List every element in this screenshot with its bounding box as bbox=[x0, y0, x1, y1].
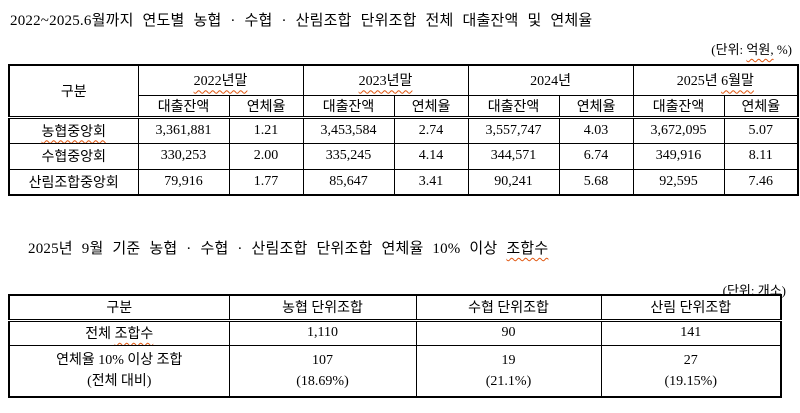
subheader-overdue-2022: 연체율 bbox=[228, 94, 304, 119]
value-cell: 6.74 bbox=[558, 142, 634, 170]
unit1-pre: (단위: bbox=[711, 42, 747, 57]
value-cell: 2.74 bbox=[393, 116, 469, 144]
subheader-overdue-2023: 연체율 bbox=[393, 94, 469, 119]
year-header-2023: 2023년말 bbox=[302, 64, 469, 96]
corner-header-cell: 구분 bbox=[8, 64, 139, 119]
value-cell: 1.21 bbox=[228, 116, 304, 144]
section1-title: 2022~2025.6월까지 연도별 농협 · 수협 · 산림조합 단위조합 전… bbox=[10, 9, 592, 30]
value-cell: 5.68 bbox=[558, 168, 634, 196]
row-label-pre: 산림조합중앙회 bbox=[28, 175, 119, 191]
year-header-2024: 2024년 bbox=[467, 64, 634, 96]
value-cell: 3.41 bbox=[393, 168, 469, 196]
section2-title: 2025년 9월 기준 농협 · 수협 · 산림조합 단위조합 연체율 10% … bbox=[28, 237, 548, 258]
overdue-count: 19 bbox=[501, 352, 516, 368]
value-cell: 27 (19.15%) bbox=[600, 344, 782, 398]
value-cell: 90 bbox=[415, 319, 602, 346]
year-header-2022: 2022년말 bbox=[137, 64, 304, 96]
row-label-misspell: 농협중앙회 bbox=[41, 124, 106, 140]
header-gubun: 구분 bbox=[8, 294, 230, 322]
value-cell: 4.14 bbox=[393, 142, 469, 170]
year-2024-pre: 2024년 bbox=[530, 74, 571, 90]
overdue-count: 107 bbox=[312, 352, 333, 368]
header-nonghyup-units: 농협 단위조합 bbox=[228, 294, 417, 322]
corner-header-label: 구분 bbox=[60, 84, 87, 100]
table-row-nonghyup: 농협중앙회 3,361,881 1.21 3,453,584 2.74 3,55… bbox=[8, 116, 799, 144]
row-label-misspell: 조합수 bbox=[114, 327, 154, 342]
value-cell: 344,571 bbox=[467, 142, 560, 170]
row-label-suhyup: 수협중앙회 bbox=[8, 142, 139, 170]
unit1-misspelled-word: 억원, bbox=[746, 42, 774, 57]
value-cell: 335,245 bbox=[302, 142, 395, 170]
subheader-loan-2022: 대출잔액 bbox=[137, 94, 230, 119]
year-header-2025: 2025년 6월말 bbox=[632, 64, 799, 96]
subheader-overdue-2024: 연체율 bbox=[558, 94, 634, 119]
value-cell: 7.46 bbox=[723, 168, 799, 196]
subheader-overdue-2025: 연체율 bbox=[723, 94, 799, 119]
overdue-label-line2: (전체 대비) bbox=[87, 373, 152, 389]
value-cell: 5.07 bbox=[723, 116, 799, 144]
value-cell: 19 (21.1%) bbox=[415, 344, 602, 398]
value-cell: 85,647 bbox=[302, 168, 395, 196]
table-row-forestry: 산림조합중앙회 79,916 1.77 85,647 3.41 90,241 5… bbox=[8, 168, 799, 196]
header-suhyup-units: 수협 단위조합 bbox=[415, 294, 602, 322]
overdue-coops-table: 구분 농협 단위조합 수협 단위조합 산림 단위조합 전체 조합수 1,110 … bbox=[8, 294, 782, 398]
value-cell: 1,110 bbox=[228, 319, 417, 346]
row-label-nonghyup: 농협중앙회 bbox=[8, 116, 139, 144]
value-cell: 92,595 bbox=[632, 168, 725, 196]
value-cell: 1.77 bbox=[228, 168, 304, 196]
year-2025-pre: 2025년 bbox=[676, 74, 722, 90]
row-label-forestry: 산림조합중앙회 bbox=[8, 168, 139, 196]
value-cell: 4.03 bbox=[558, 116, 634, 144]
row-label-overdue: 연체율 10% 이상 조합 (전체 대비) bbox=[8, 344, 230, 398]
year-2023-misspell: 2023년말 bbox=[358, 74, 413, 90]
value-cell: 330,253 bbox=[137, 142, 230, 170]
overdue-percent: (21.1%) bbox=[485, 373, 532, 389]
value-cell: 3,453,584 bbox=[302, 116, 395, 144]
table-row-total-coops: 전체 조합수 1,110 90 141 bbox=[8, 319, 782, 346]
value-cell: 3,672,095 bbox=[632, 116, 725, 144]
row-label-pre: 전체 bbox=[85, 327, 115, 342]
loan-balance-table: 구분 2022년말 2023년말 2024년 2025년 6월말 대출잔액 연체… bbox=[8, 64, 800, 196]
value-cell: 141 bbox=[600, 319, 782, 346]
row-label-total: 전체 조합수 bbox=[8, 319, 230, 346]
value-cell: 3,361,881 bbox=[137, 116, 230, 144]
subheader-loan-2025: 대출잔액 bbox=[632, 94, 725, 119]
value-cell: 79,916 bbox=[137, 168, 230, 196]
overdue-percent: (19.15%) bbox=[664, 373, 718, 389]
section2-title-pre: 2025년 9월 기준 농협 · 수협 · 산림조합 단위조합 연체율 10% … bbox=[28, 241, 507, 257]
section2-title-misspell: 조합수 bbox=[506, 241, 549, 257]
table-row-overdue-coops: 연체율 10% 이상 조합 (전체 대비) 107 (18.69%) 19 (2… bbox=[8, 344, 782, 398]
subheader-loan-2023: 대출잔액 bbox=[302, 94, 395, 119]
section1-title-text: 2022~2025.6월까지 연도별 농협 · 수협 · 산림조합 단위조합 전… bbox=[10, 13, 593, 29]
overdue-count: 27 bbox=[683, 352, 698, 368]
subheader-loan-2024: 대출잔액 bbox=[467, 94, 560, 119]
value-cell: 349,916 bbox=[632, 142, 725, 170]
table-row-suhyup: 수협중앙회 330,253 2.00 335,245 4.14 344,571 … bbox=[8, 142, 799, 170]
header-forestry-units: 산림 단위조합 bbox=[600, 294, 782, 322]
value-cell: 8.11 bbox=[723, 142, 799, 170]
row-label-pre: 수협중앙회 bbox=[41, 150, 106, 165]
value-cell: 3,557,747 bbox=[467, 116, 560, 144]
overdue-label-line1: 연체율 10% 이상 조합 bbox=[56, 352, 183, 368]
year-2025-misspell: 6월말 bbox=[721, 74, 754, 90]
overdue-percent: (18.69%) bbox=[296, 373, 349, 389]
value-cell: 107 (18.69%) bbox=[228, 344, 417, 398]
value-cell: 90,241 bbox=[467, 168, 560, 196]
value-cell: 2.00 bbox=[228, 142, 304, 170]
unit1-post: %) bbox=[773, 42, 792, 57]
year-2022-misspell: 2022년말 bbox=[193, 74, 248, 90]
section1-unit-note: (단위: 억원, %) bbox=[711, 39, 792, 58]
